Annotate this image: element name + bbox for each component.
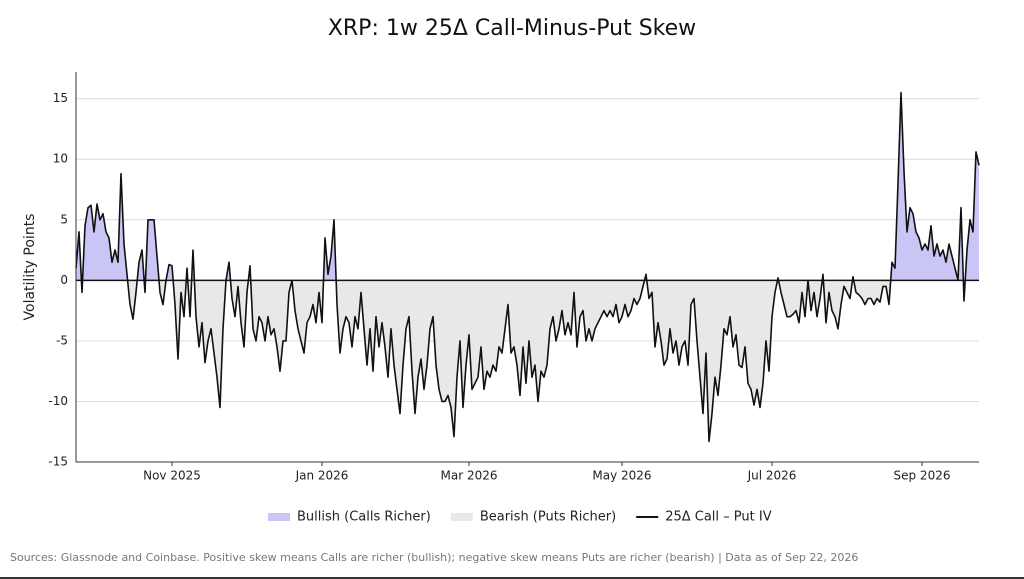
y-tick-label: -5 — [56, 333, 68, 347]
legend-label: Bullish (Calls Richer) — [297, 510, 431, 525]
x-tick-label: May 2026 — [592, 469, 651, 483]
legend: Bullish (Calls Richer) Bearish (Puts Rich… — [268, 510, 772, 525]
legend-label: 25Δ Call – Put IV — [665, 510, 772, 525]
y-tick-label: -15 — [48, 455, 68, 469]
legend-swatch — [268, 513, 290, 521]
y-tick-label: -10 — [48, 394, 68, 408]
x-tick-label: Nov 2025 — [143, 469, 201, 483]
legend-label: Bearish (Puts Richer) — [480, 510, 616, 525]
chart-title: XRP: 1w 25Δ Call-Minus-Put Skew — [328, 16, 696, 41]
x-tick-label: Jan 2026 — [295, 469, 349, 483]
x-tick-label: Jul 2026 — [747, 469, 797, 483]
bullish-area — [76, 92, 979, 281]
legend-swatch — [450, 513, 473, 521]
y-tick-label: 10 — [53, 152, 68, 166]
y-tick-label: 15 — [53, 91, 68, 105]
y-tick-label: 0 — [60, 273, 68, 287]
bearish-area — [76, 280, 979, 442]
series-line — [75, 91, 980, 443]
x-tick-label: Sep 2026 — [894, 469, 951, 483]
y-tick-label: 5 — [60, 212, 68, 226]
x-tick-label: Mar 2026 — [441, 469, 498, 483]
source-note: Sources: Glassnode and Coinbase. Positiv… — [10, 551, 858, 564]
y-axis-label: Volatility Points — [22, 214, 38, 321]
